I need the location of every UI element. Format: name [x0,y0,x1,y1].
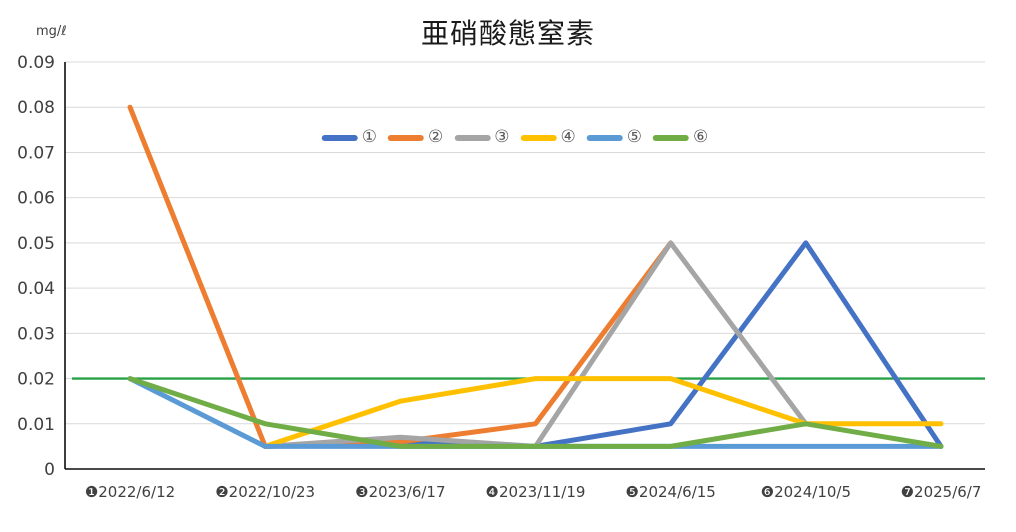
legend-item-5[interactable]: ⑤ [586,127,642,147]
x-axis-category-label: ❻2024/10/5 [761,483,851,501]
x-axis-category-label: ❺2024/6/15 [625,483,715,501]
legend-label-4: ④ [560,127,576,147]
x-axis-category-label: ❹2023/11/19 [486,483,586,501]
legend-label-3: ③ [494,127,510,147]
x-axis-category-label: ❼2025/6/7 [901,483,982,501]
y-axis-unit-label: mg/ℓ [36,24,67,39]
legend-label-6: ⑥ [693,127,709,147]
legend-label-2: ② [428,127,444,147]
y-axis-tick-label: 0.03 [17,324,55,344]
x-axis-category-label: ❷2022/10/23 [215,483,315,501]
legend-swatch-4 [520,134,557,141]
y-axis-tick-label: 0.02 [17,370,55,390]
legend-swatch-1 [321,134,358,141]
series-line-4[interactable] [262,376,944,449]
y-axis-tick-label: 0.09 [17,53,55,73]
x-axis-category-label: ❸2023/6/17 [355,483,445,501]
legend-item-2[interactable]: ② [388,129,443,146]
legend-item-1[interactable]: ① [321,127,377,147]
legend-label-5: ⑤ [626,127,642,147]
legend-swatch-5 [586,134,623,141]
legend-label-1: ① [361,127,377,147]
legend-swatch-3 [454,134,491,141]
y-axis-tick-label: 0.01 [17,415,55,435]
series-line-6[interactable] [127,376,944,449]
y-axis-tick-label: 0.06 [17,189,55,209]
chart-title: 亜硝酸態窒素 [420,17,595,50]
y-axis-tick-label: 0.08 [17,98,55,118]
chart-legend: ① ② ③ ④ ⑤ ⑥ [321,127,708,147]
legend-item-6[interactable]: ⑥ [653,129,708,146]
series-line-2[interactable] [127,104,674,449]
legend-swatch-2 [388,134,424,141]
x-axis-category-label: ❶2022/6/12 [85,483,175,501]
y-axis-tick-label: 0 [44,460,55,480]
y-axis-tick-label: 0.05 [17,234,55,254]
series-line-3[interactable] [262,240,809,449]
legend-item-4[interactable]: ④ [520,127,576,147]
legend-item-3[interactable]: ③ [454,127,510,147]
y-axis-tick-label: 0.04 [17,279,55,299]
legend-swatch-6 [653,134,689,141]
y-axis-tick-label: 0.07 [17,143,55,163]
